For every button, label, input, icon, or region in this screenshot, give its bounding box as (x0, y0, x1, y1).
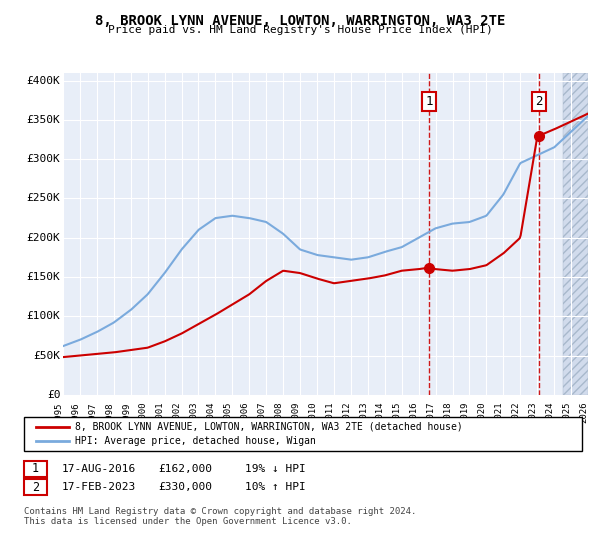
Text: 2013: 2013 (359, 401, 368, 423)
Text: £100K: £100K (26, 311, 61, 321)
Text: 17-FEB-2023: 17-FEB-2023 (62, 482, 136, 492)
Text: 2016: 2016 (410, 401, 419, 423)
Text: 2026: 2026 (579, 401, 588, 423)
Text: 2002: 2002 (173, 401, 182, 423)
Text: 8, BROOK LYNN AVENUE, LOWTON, WARRINGTON, WA3 2TE (detached house): 8, BROOK LYNN AVENUE, LOWTON, WARRINGTON… (75, 422, 463, 432)
Text: 2003: 2003 (190, 401, 199, 423)
Text: 8, BROOK LYNN AVENUE, LOWTON, WARRINGTON, WA3 2TE: 8, BROOK LYNN AVENUE, LOWTON, WARRINGTON… (95, 14, 505, 28)
Text: 2008: 2008 (274, 401, 283, 423)
Text: 2: 2 (535, 95, 543, 108)
Text: Contains HM Land Registry data © Crown copyright and database right 2024.
This d: Contains HM Land Registry data © Crown c… (24, 507, 416, 526)
Text: 2005: 2005 (223, 401, 232, 423)
Text: 2024: 2024 (545, 401, 554, 423)
Text: £330,000: £330,000 (158, 482, 212, 492)
Text: 1998: 1998 (105, 401, 114, 423)
Text: 2009: 2009 (291, 401, 300, 423)
Text: 17-AUG-2016: 17-AUG-2016 (62, 464, 136, 474)
Text: 2006: 2006 (240, 401, 249, 423)
Text: £300K: £300K (26, 154, 61, 164)
Text: 2015: 2015 (393, 401, 402, 423)
Text: £400K: £400K (26, 76, 61, 86)
Text: 2000: 2000 (139, 401, 148, 423)
Text: 1: 1 (425, 95, 433, 108)
Text: 2023: 2023 (528, 401, 537, 423)
Text: 2022: 2022 (511, 401, 520, 423)
Text: 2007: 2007 (257, 401, 266, 423)
Bar (563, 73, 588, 395)
Text: 2019: 2019 (460, 401, 469, 423)
Text: £350K: £350K (26, 115, 61, 125)
Text: 1997: 1997 (88, 401, 97, 423)
Text: 2: 2 (32, 480, 39, 494)
Text: 1999: 1999 (122, 401, 131, 423)
Text: £250K: £250K (26, 193, 61, 203)
Text: 1996: 1996 (71, 401, 80, 423)
Text: £150K: £150K (26, 272, 61, 282)
Text: 2017: 2017 (427, 401, 436, 423)
Text: 1995: 1995 (54, 401, 63, 423)
Text: 2011: 2011 (325, 401, 334, 423)
Text: £162,000: £162,000 (158, 464, 212, 474)
Text: Price paid vs. HM Land Registry's House Price Index (HPI): Price paid vs. HM Land Registry's House … (107, 25, 493, 35)
Text: 2001: 2001 (155, 401, 164, 423)
Bar (563, 73, 588, 395)
Text: 1: 1 (32, 462, 39, 475)
Text: 2010: 2010 (308, 401, 317, 423)
Text: £200K: £200K (26, 233, 61, 242)
Text: HPI: Average price, detached house, Wigan: HPI: Average price, detached house, Wiga… (75, 436, 316, 446)
Text: 2025: 2025 (562, 401, 571, 423)
Text: 2021: 2021 (494, 401, 503, 423)
Text: 2012: 2012 (342, 401, 351, 423)
Text: £0: £0 (47, 390, 61, 400)
Text: 2020: 2020 (478, 401, 487, 423)
Text: £50K: £50K (34, 351, 61, 361)
Text: 19% ↓ HPI: 19% ↓ HPI (245, 464, 305, 474)
Text: 2004: 2004 (206, 401, 215, 423)
Text: 10% ↑ HPI: 10% ↑ HPI (245, 482, 305, 492)
Text: 2018: 2018 (443, 401, 452, 423)
Text: 2014: 2014 (376, 401, 385, 423)
